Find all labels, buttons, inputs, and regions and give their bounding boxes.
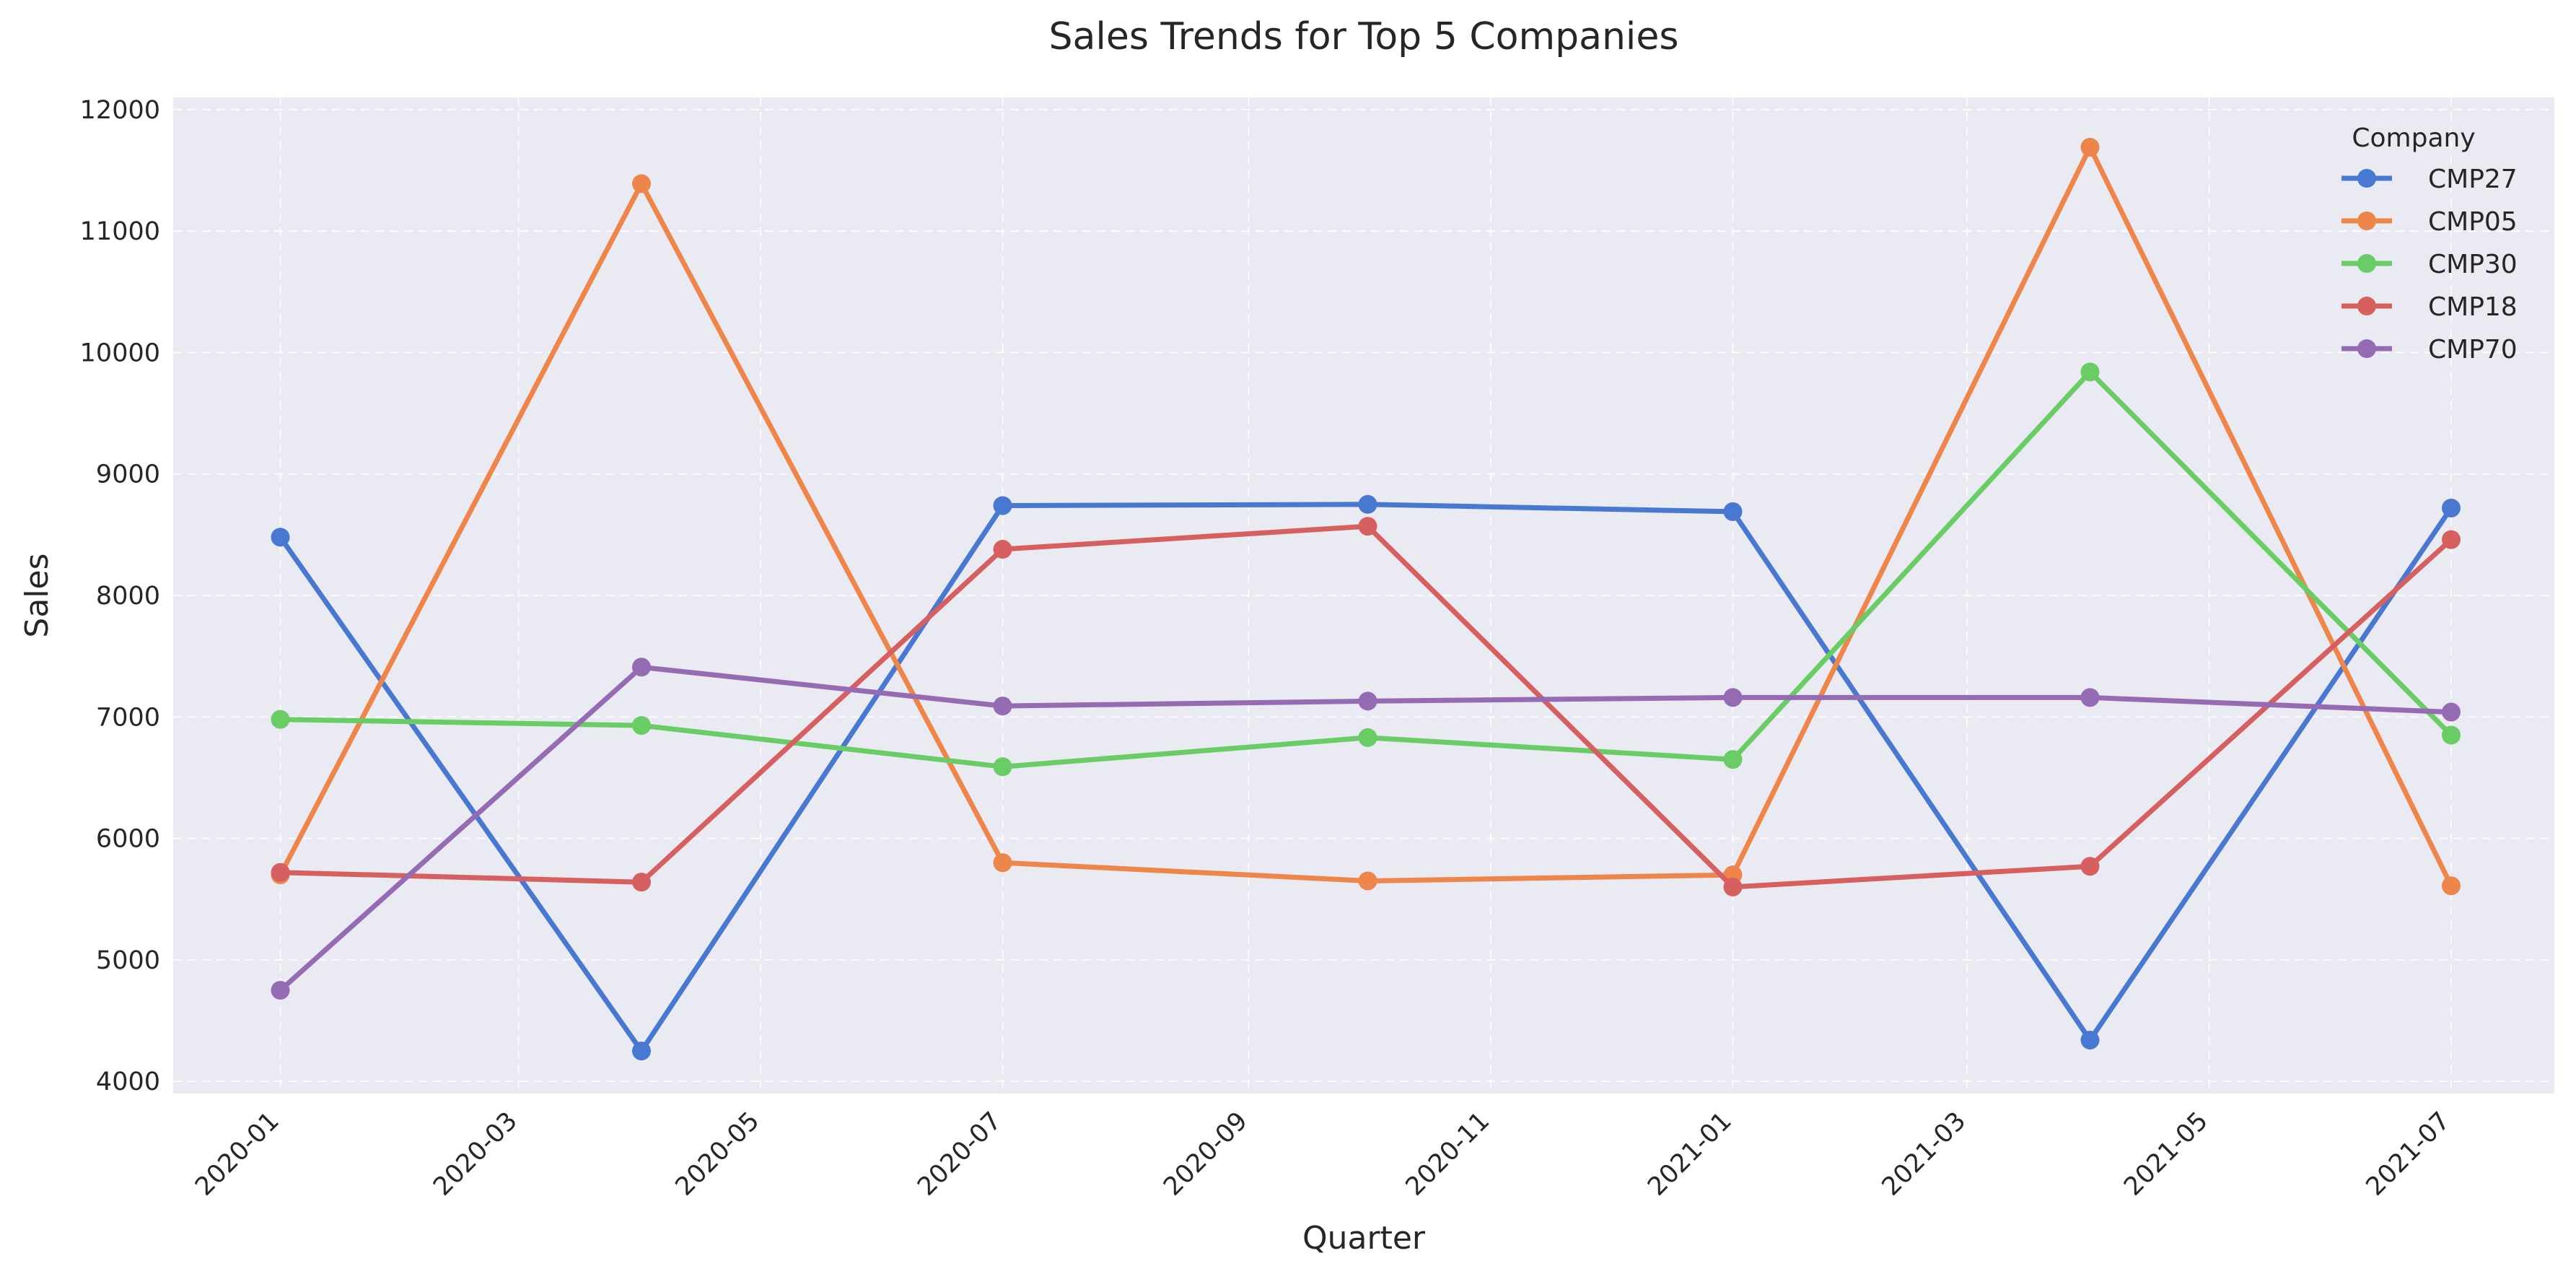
y-tick-label: 7000 (96, 703, 160, 732)
chart-title: Sales Trends for Top 5 Companies (1049, 15, 1679, 58)
data-point (993, 496, 1012, 515)
data-point (1358, 691, 1377, 711)
x-tick-label: 2020-01 (190, 1106, 285, 1202)
data-point (2080, 688, 2100, 707)
series-cmp70 (271, 658, 2461, 1000)
x-tick-label: 2021-03 (1877, 1106, 1972, 1202)
data-point (993, 757, 1012, 777)
legend-entry-cmp18: CMP18 (2341, 292, 2518, 322)
data-point (271, 980, 290, 1000)
y-tick-label: 6000 (96, 825, 160, 854)
data-point (1723, 688, 1743, 707)
x-tick-label: 2020-07 (912, 1106, 1007, 1202)
legend: Company CMP27 CMP05 CMP30 CMP18 CMP70 (2341, 123, 2518, 365)
legend-entry-cmp27: CMP27 (2341, 165, 2518, 194)
data-point (632, 1042, 651, 1061)
legend-entry-cmp30: CMP30 (2341, 250, 2518, 279)
data-point (2442, 702, 2461, 722)
x-tick-label: 2021-07 (2361, 1106, 2456, 1202)
data-point (1358, 517, 1377, 536)
legend-marker (2357, 339, 2376, 358)
data-point (993, 540, 1012, 559)
data-point (993, 853, 1012, 873)
x-tick-label: 2020-09 (1158, 1106, 1253, 1202)
data-point (2080, 138, 2100, 157)
legend-label: CMP30 (2428, 250, 2518, 279)
y-axis-title: Sales (19, 553, 56, 637)
legend-title: Company (2352, 123, 2475, 153)
legend-label: CMP27 (2428, 165, 2518, 194)
y-tick-label: 11000 (80, 217, 160, 246)
x-tick-label: 2021-01 (1642, 1106, 1738, 1202)
data-point (1723, 502, 1743, 521)
data-point (1358, 728, 1377, 747)
y-tick-label: 4000 (96, 1068, 160, 1096)
legend-marker (2357, 211, 2376, 230)
data-point (632, 716, 651, 735)
data-point (632, 174, 651, 193)
data-point (271, 528, 290, 547)
y-tick-label: 10000 (80, 339, 160, 367)
x-tick-label: 2021-05 (2119, 1106, 2214, 1202)
legend-label: CMP05 (2428, 207, 2518, 237)
data-point (1358, 871, 1377, 891)
series-cmp05 (271, 138, 2461, 896)
legend-label: CMP70 (2428, 335, 2518, 365)
data-point (2442, 876, 2461, 896)
data-point (2080, 1030, 2100, 1049)
y-tick-labels: 4000 5000 6000 7000 8000 9000 10000 11000 12000 (80, 96, 160, 1096)
x-tick-label: 2020-11 (1401, 1106, 1496, 1202)
data-point (2442, 725, 2461, 745)
y-tick-label: 12000 (80, 96, 160, 125)
data-point (2080, 857, 2100, 876)
x-tick-label: 2020-05 (670, 1106, 766, 1202)
y-tick-label: 8000 (96, 582, 160, 611)
x-tick-label: 2020-03 (428, 1106, 523, 1202)
legend-entry-cmp70: CMP70 (2341, 335, 2518, 365)
legend-marker (2357, 254, 2376, 273)
data-point (2442, 498, 2461, 518)
y-tick-label: 5000 (96, 946, 160, 975)
x-axis-title: Quarter (1302, 1220, 1426, 1257)
data-point (632, 658, 651, 677)
data-point (1723, 750, 1743, 769)
series-lines (271, 138, 2461, 1061)
legend-marker (2357, 169, 2376, 188)
data-point (2442, 530, 2461, 549)
y-tick-label: 9000 (96, 460, 160, 489)
data-point (993, 697, 1012, 716)
series-cmp27 (271, 494, 2461, 1061)
legend-label: CMP18 (2428, 292, 2518, 322)
legend-marker (2357, 297, 2376, 315)
x-tick-labels: 2020-01 2020-03 2020-05 2020-07 2020-09 2020-… (190, 1106, 2455, 1202)
data-point (632, 873, 651, 892)
series-cmp18 (271, 517, 2461, 896)
data-point (271, 710, 290, 729)
series-cmp30 (271, 362, 2461, 777)
data-point (1358, 494, 1377, 514)
data-point (1723, 877, 1743, 896)
data-point (271, 863, 290, 882)
data-point (2080, 362, 2100, 382)
grid-lines (173, 97, 2554, 1094)
legend-entry-cmp05: CMP05 (2341, 207, 2518, 237)
